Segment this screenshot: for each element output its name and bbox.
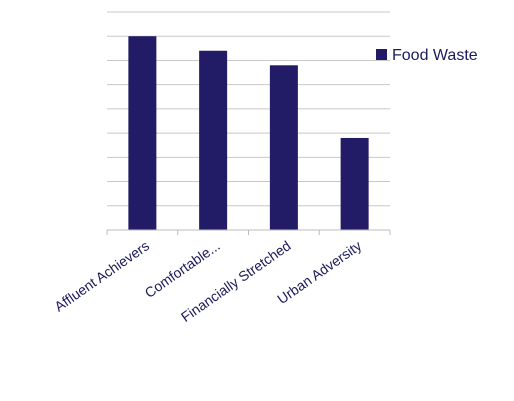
x-axis	[106, 229, 391, 235]
legend: Food Waste	[376, 47, 478, 64]
legend-label-food-waste: Food Waste	[392, 47, 478, 64]
x-tick-labels: Affluent AchieversComfortable...Financia…	[51, 237, 364, 325]
bar-comfortable	[199, 50, 228, 230]
legend-swatch-food-waste	[376, 49, 387, 60]
bar-financially-stretched	[269, 65, 298, 231]
bar-affluent-achievers	[128, 36, 157, 230]
x-tick-label: Affluent Achievers	[51, 237, 152, 314]
bar-series	[128, 36, 369, 231]
bar-urban-adversity	[340, 137, 369, 230]
